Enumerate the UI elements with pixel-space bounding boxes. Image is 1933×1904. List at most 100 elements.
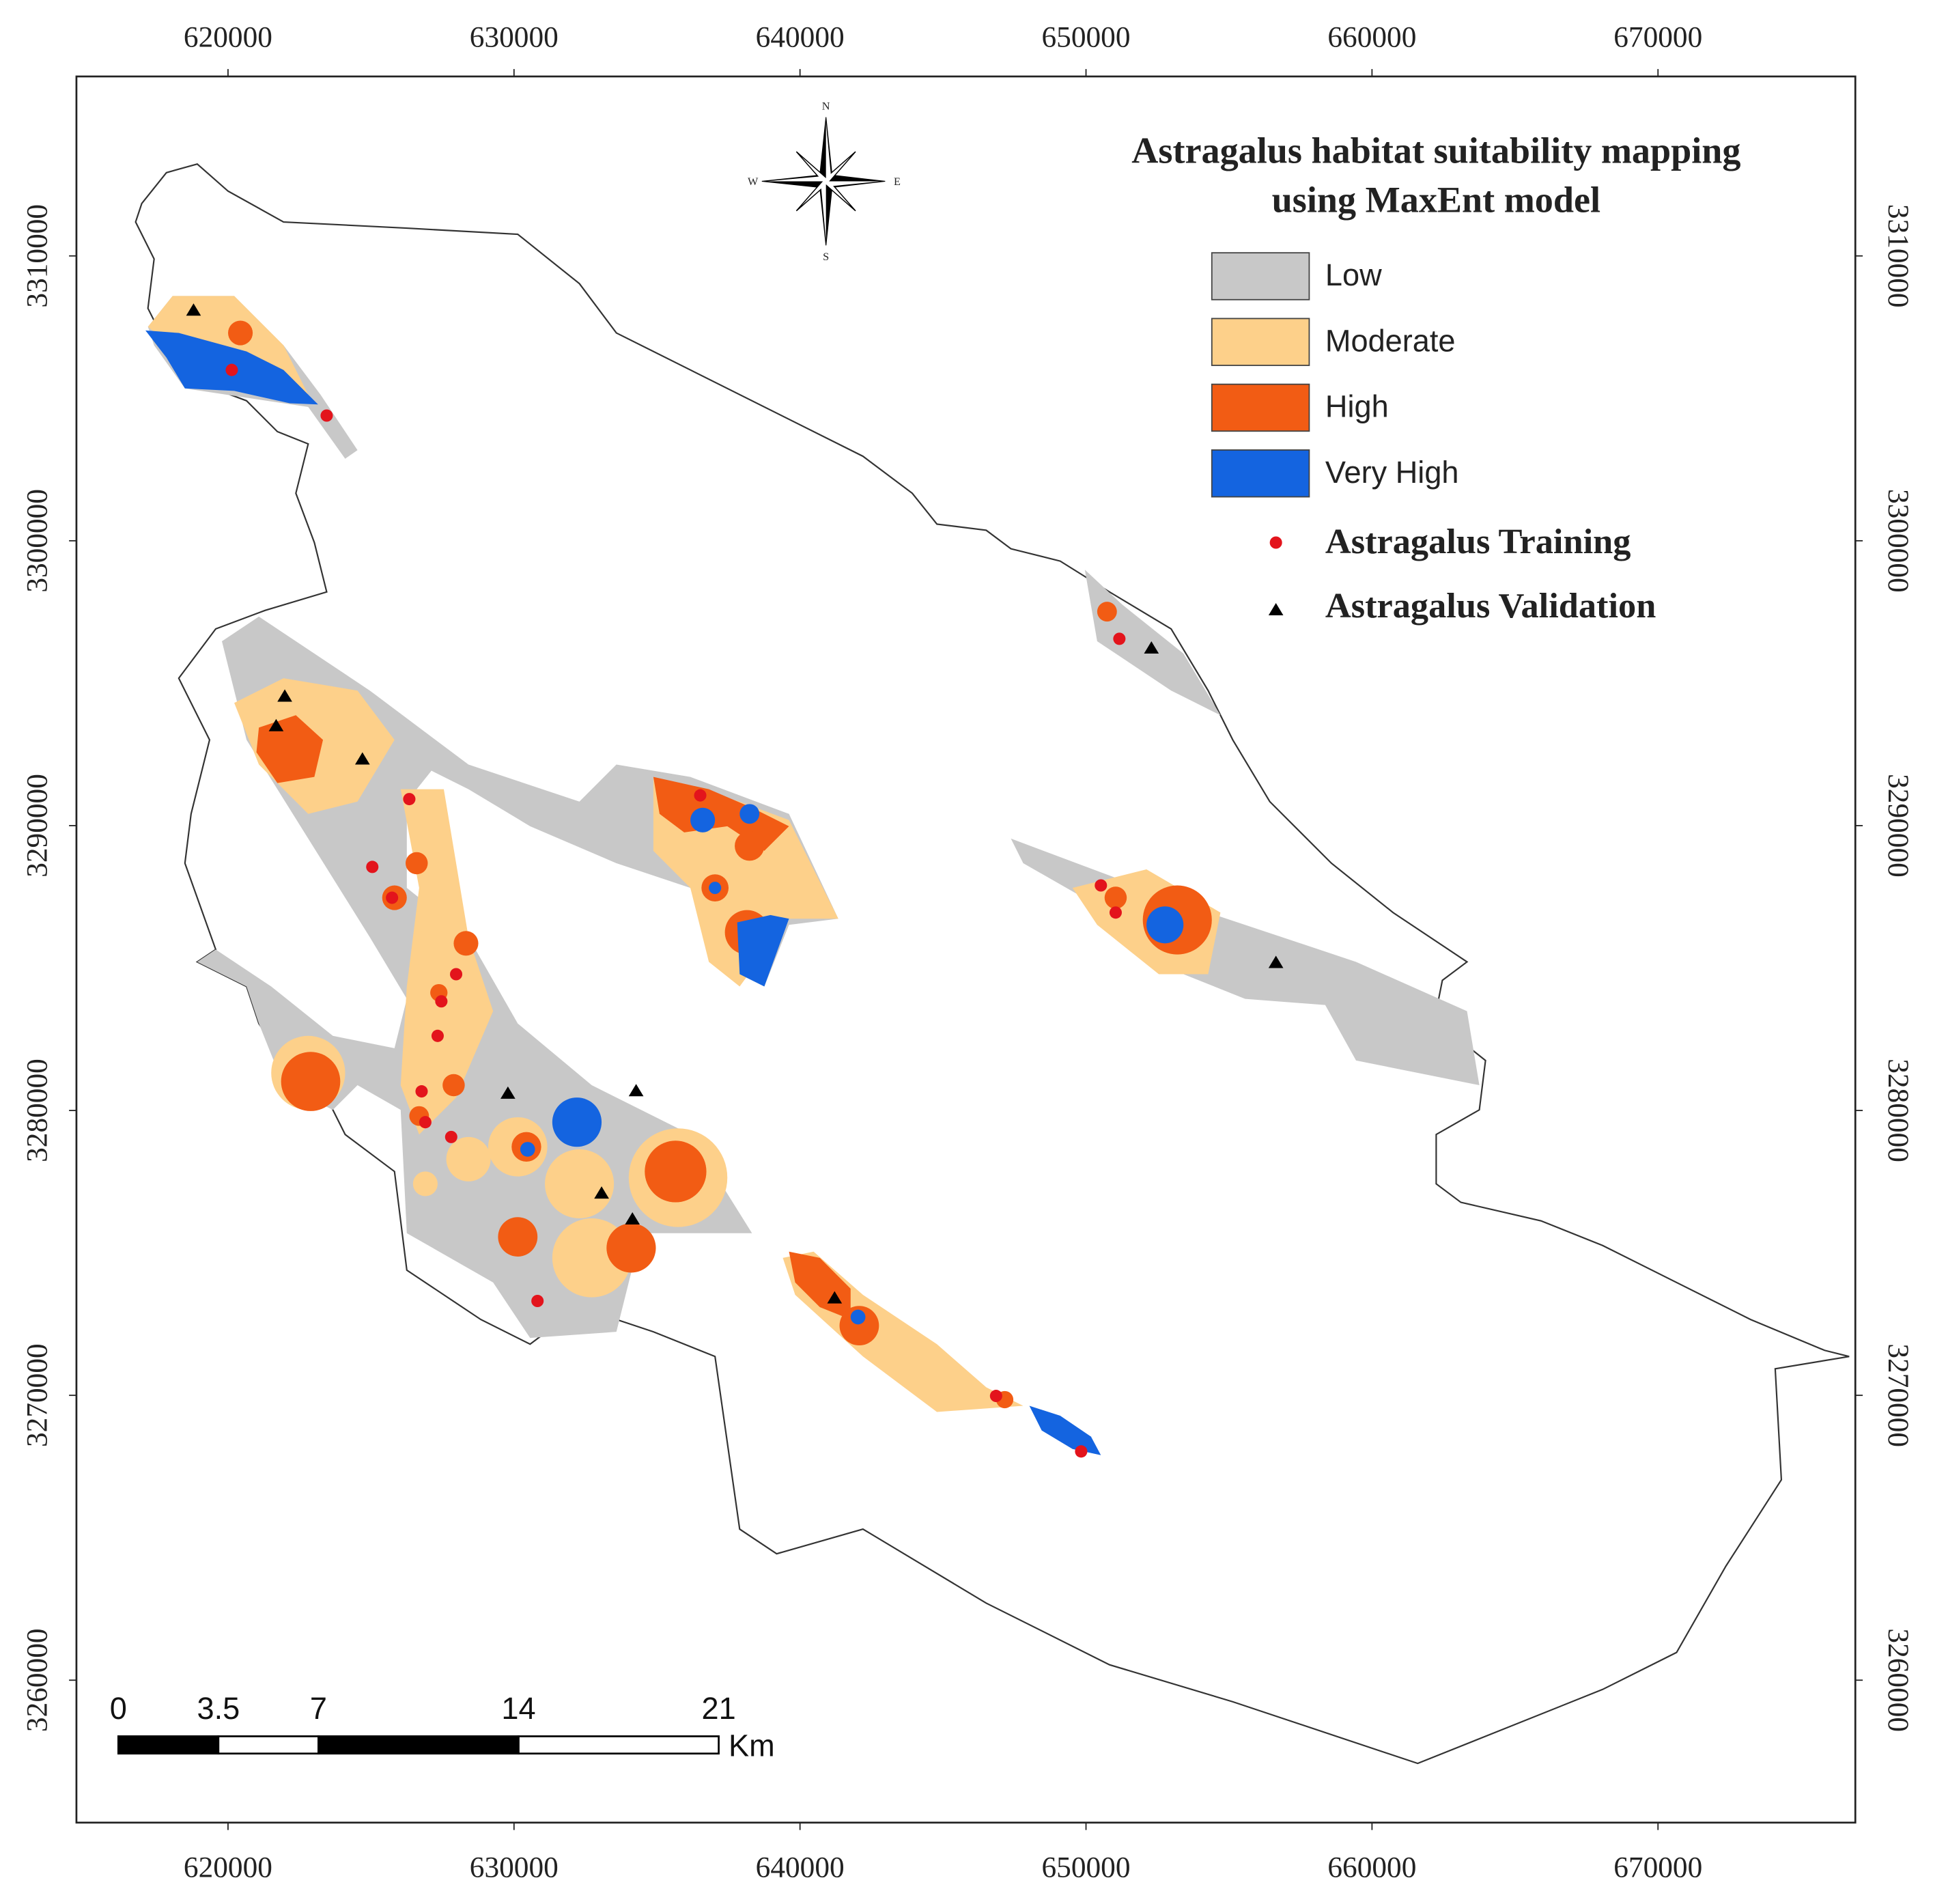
scale-segment [318,1735,520,1755]
study-area-boundary [135,163,1850,1765]
legend-label: Moderate [1325,323,1456,358]
y-tick-label: 3300000 [21,489,54,593]
zone [1097,602,1117,622]
zone [545,1149,615,1219]
training-points [225,363,1126,1458]
x-tick-label: 660000 [1327,1851,1416,1884]
map-title: using MaxEnt model [1272,180,1600,221]
training-point [1113,632,1126,645]
validation-point [186,303,201,316]
scale-unit: Km [729,1728,775,1763]
compass-star-half [767,122,881,241]
zone [645,1140,707,1203]
zone [839,1306,879,1346]
zone [606,1223,656,1273]
zone [228,320,253,346]
x-tick-label: 660000 [1327,21,1416,54]
y-tick-label: 3270000 [21,1343,54,1447]
legend-swatch [1211,449,1310,498]
compass-s: S [823,251,829,263]
scale-segment [518,1735,720,1755]
validation-point [1268,955,1284,968]
legend-swatch [1211,383,1310,432]
validation-point [500,1086,516,1099]
zone [419,912,444,938]
x-tick-label: 650000 [1042,21,1131,54]
validation-point [625,1212,640,1225]
y-tick-label: 3310000 [21,204,54,308]
training-point [445,1130,457,1143]
zone [1029,1405,1101,1455]
y-tick-label: 3280000 [21,1059,54,1162]
scale-label: 21 [701,1691,735,1726]
training-point [403,793,416,806]
legend-label: High [1325,389,1389,424]
y-tick-label: 3290000 [1882,774,1915,878]
validation-point [1144,641,1159,654]
training-point [1109,906,1122,919]
training-point [694,789,707,802]
legend-validation-symbol [1268,602,1284,616]
zone [735,831,765,861]
legend-label: Very High [1325,455,1459,490]
zone [498,1217,538,1257]
training-point [450,968,463,981]
x-tick-label: 640000 [756,1851,845,1884]
training-point [1075,1445,1088,1458]
training-point [225,363,238,376]
zone [446,1136,491,1181]
x-tick-label: 640000 [756,21,845,54]
x-tick-label: 630000 [470,1851,559,1884]
legend-label: Low [1325,257,1382,292]
legend-training-symbol [1269,536,1282,549]
legend-label: Astragalus Training [1325,522,1631,561]
y-tick-label: 3260000 [1882,1628,1915,1732]
zone [552,1097,602,1147]
x-tick-label: 620000 [184,21,272,54]
zone [709,882,722,895]
validation-point [628,1084,644,1097]
zone [453,931,479,956]
compass-w: W [748,176,759,188]
zone [690,807,716,832]
legend-swatch [1211,318,1310,366]
x-tick-label: 670000 [1613,1851,1702,1884]
validation-points [186,303,1284,1304]
x-tick-label: 650000 [1042,1851,1131,1884]
zone [737,914,789,987]
x-tick-label: 670000 [1613,21,1702,54]
zone [1146,906,1184,944]
training-point [386,891,399,904]
legend-swatch [1211,252,1310,300]
compass-e: E [894,176,901,188]
y-tick-label: 3290000 [21,774,54,878]
scale-label: 3.5 [197,1691,240,1726]
scale-label: 0 [110,1691,127,1726]
scale-segment [117,1735,220,1755]
zone [850,1309,866,1325]
scale-segment [217,1735,320,1755]
zone [400,789,494,1135]
zone [442,1074,465,1097]
scale-label: 7 [310,1691,327,1726]
training-point [435,995,448,1008]
x-tick-label: 630000 [470,21,559,54]
training-point [431,1029,444,1042]
validation-point [594,1186,609,1199]
zone [412,1171,438,1196]
training-point [531,1294,544,1308]
zone [256,715,324,783]
y-tick-label: 3300000 [1882,489,1915,593]
validation-point [354,752,370,765]
training-point [366,860,379,873]
y-tick-label: 3260000 [21,1628,54,1732]
compass-rose: N S E W [748,100,901,263]
zone [1104,886,1127,909]
training-point [1095,879,1107,892]
zone [739,804,760,824]
y-tick-label: 3280000 [1882,1059,1915,1162]
y-tick-label: 3270000 [1882,1343,1915,1447]
